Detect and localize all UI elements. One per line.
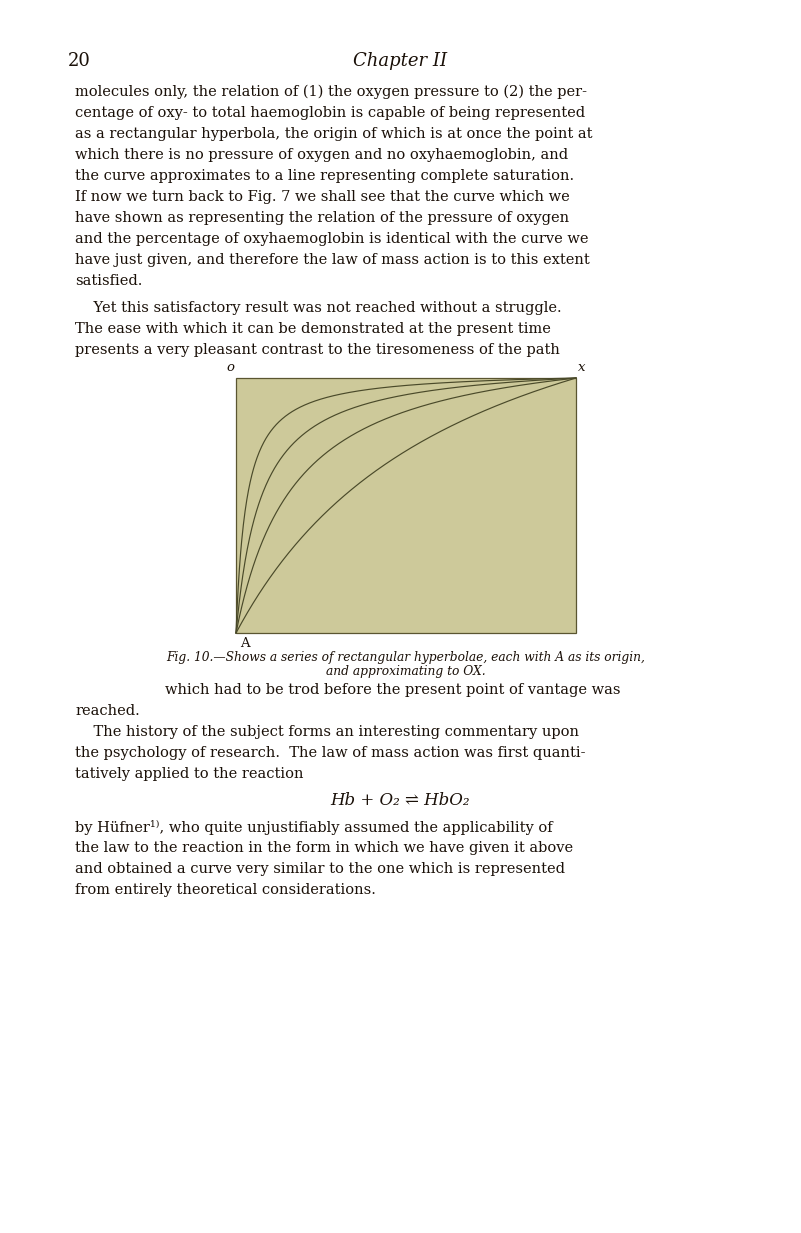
Text: x: x xyxy=(578,361,586,374)
Text: the psychology of research.  The law of mass action was first quanti-: the psychology of research. The law of m… xyxy=(75,746,586,760)
Text: the curve approximates to a line representing complete saturation.: the curve approximates to a line represe… xyxy=(75,169,574,182)
Text: centage of oxy- to total haemoglobin is capable of being represented: centage of oxy- to total haemoglobin is … xyxy=(75,106,585,120)
Text: Yet this satisfactory result was not reached without a struggle.: Yet this satisfactory result was not rea… xyxy=(75,301,562,314)
Text: presents a very pleasant contrast to the tiresomeness of the path: presents a very pleasant contrast to the… xyxy=(75,343,560,358)
Text: as a rectangular hyperbola, the origin of which is at once the point at: as a rectangular hyperbola, the origin o… xyxy=(75,127,593,141)
Text: by Hüfner¹⁾, who quite unjustifiably assumed the applicability of: by Hüfner¹⁾, who quite unjustifiably ass… xyxy=(75,820,553,835)
Text: and approximating to OX.: and approximating to OX. xyxy=(326,665,486,678)
Text: The history of the subject forms an interesting commentary upon: The history of the subject forms an inte… xyxy=(75,725,579,739)
Text: molecules only, the relation of (1) the oxygen pressure to (2) the per-: molecules only, the relation of (1) the … xyxy=(75,85,587,100)
Text: The ease with which it can be demonstrated at the present time: The ease with which it can be demonstrat… xyxy=(75,322,551,337)
Text: from entirely theoretical considerations.: from entirely theoretical considerations… xyxy=(75,883,376,896)
Text: Chapter II: Chapter II xyxy=(353,52,447,70)
Text: tatively applied to the reaction: tatively applied to the reaction xyxy=(75,767,304,780)
Text: and the percentage of oxyhaemoglobin is identical with the curve we: and the percentage of oxyhaemoglobin is … xyxy=(75,232,589,247)
Text: which there is no pressure of oxygen and no oxyhaemoglobin, and: which there is no pressure of oxygen and… xyxy=(75,148,568,162)
Text: If now we turn back to Fig. 7 we shall see that the curve which we: If now we turn back to Fig. 7 we shall s… xyxy=(75,190,570,203)
Text: A: A xyxy=(240,637,250,650)
Text: Hb + O₂ ⇌ HbO₂: Hb + O₂ ⇌ HbO₂ xyxy=(330,792,469,809)
Text: reached.: reached. xyxy=(75,704,139,718)
Text: which had to be trod before the present point of vantage was: which had to be trod before the present … xyxy=(165,683,621,697)
Text: and obtained a curve very similar to the one which is represented: and obtained a curve very similar to the… xyxy=(75,862,565,875)
Text: the law to the reaction in the form in which we have given it above: the law to the reaction in the form in w… xyxy=(75,841,574,854)
Text: Fig. 10.—Shows a series of rectangular hyperbolae, each with A as its origin,: Fig. 10.—Shows a series of rectangular h… xyxy=(167,651,646,665)
Bar xyxy=(236,379,576,633)
Text: satisfied.: satisfied. xyxy=(75,274,143,289)
Text: have shown as representing the relation of the pressure of oxygen: have shown as representing the relation … xyxy=(75,211,570,224)
Text: have just given, and therefore the law of mass action is to this extent: have just given, and therefore the law o… xyxy=(75,253,590,268)
Text: o: o xyxy=(226,361,234,374)
Text: 20: 20 xyxy=(68,52,91,70)
